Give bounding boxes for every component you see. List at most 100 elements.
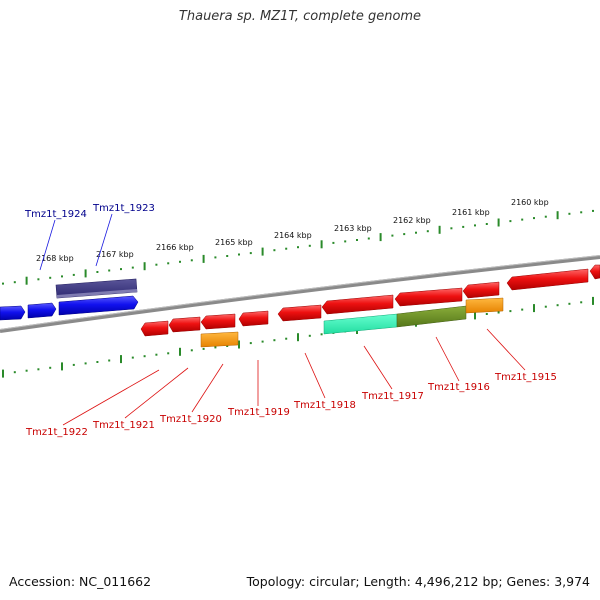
scale-bottom-dot (249, 342, 252, 345)
feature-block-1923-base (57, 289, 137, 298)
scale-tick-label: 2163 kbp (334, 224, 372, 233)
reverse-gene-track (140, 264, 600, 337)
scale-top-dot (131, 266, 134, 269)
genome-backbone-highlight (0, 255, 600, 330)
feature-block-olive-1916[interactable] (396, 305, 467, 328)
scale-top-major-tick (261, 247, 264, 256)
gene-label-1921[interactable]: Tmz1t_1921 (92, 420, 155, 431)
gene-arrow-reverse[interactable] (321, 294, 394, 315)
gene-arrow-reverse[interactable] (277, 304, 322, 322)
scale-top-dot (592, 209, 594, 212)
map-title: Thauera sp. MZ1T, complete genome (178, 9, 422, 24)
scale-bottom-dot (190, 349, 193, 352)
scale-tick-label: 2166 kbp (156, 243, 194, 252)
scale-top-dot (403, 233, 406, 236)
scale-top-dot (167, 262, 170, 265)
scale-top-dot (344, 240, 347, 243)
gene-arrow-reverse[interactable] (140, 320, 169, 337)
scale-top-dot (533, 217, 535, 220)
reverse-leader-lines (62, 328, 526, 426)
scale-tick-label: 2160 kbp (511, 198, 549, 207)
scale-bottom-dot (497, 311, 500, 314)
gene-label-1915[interactable]: Tmz1t_1915 (494, 372, 557, 383)
scale-top-major-tick (556, 211, 559, 220)
scale-top-dot (190, 259, 193, 262)
gene-arrow-reverse[interactable] (200, 313, 236, 330)
scale-tick-label: 2161 kbp (452, 208, 490, 217)
forward-feature-track (55, 278, 138, 299)
scale-top-dot (285, 247, 288, 250)
leader-line-1917 (363, 345, 393, 390)
scale-top-dot (426, 230, 429, 233)
scale-top-major-tick (497, 218, 500, 227)
scale-top-major-tick (438, 225, 441, 234)
feature-block-orange-1915[interactable] (465, 297, 504, 314)
gene-arrow-reverse[interactable] (168, 316, 201, 333)
gene-arrow-reverse[interactable] (462, 281, 500, 299)
scale-top-major-tick (202, 254, 205, 263)
leader-line-1921 (124, 367, 189, 419)
scale-tick-label: 2164 kbp (274, 231, 312, 240)
leader-line-1915 (486, 328, 526, 371)
scale-top-dot (580, 211, 583, 214)
reverse-feature-track (200, 297, 504, 348)
gene-arrow-forward[interactable] (0, 305, 26, 321)
scale-bottom-major-tick (297, 333, 299, 342)
scale-bottom-dot (84, 362, 87, 365)
gene-arrow-reverse[interactable] (506, 268, 589, 291)
leader-line-1924 (39, 219, 56, 271)
scale-bottom-dot (37, 368, 40, 371)
scale-bottom-major-tick (533, 304, 535, 313)
scale-bottom-dot (167, 352, 170, 355)
gene-label-1919[interactable]: Tmz1t_1919 (227, 407, 290, 418)
scale-tick-label: 2165 kbp (215, 238, 253, 247)
scale-tick-label: 2168 kbp (36, 254, 74, 263)
scale-top-dot (462, 225, 465, 228)
scale-bottom-dot (143, 355, 146, 358)
scale-top-dot (308, 244, 311, 247)
gene-label-1922[interactable]: Tmz1t_1922 (25, 427, 88, 438)
feature-block-orange-1920[interactable] (200, 331, 239, 348)
gene-label-1920[interactable]: Tmz1t_1920 (159, 414, 222, 425)
scale-bottom-dot (13, 371, 16, 374)
scale-tick-label: 2162 kbp (393, 216, 431, 225)
reverse-gene-labels: Tmz1t_1922 Tmz1t_1921 Tmz1t_1920 Tmz1t_1… (25, 372, 557, 438)
gene-label-1923[interactable]: Tmz1t_1923 (92, 203, 155, 214)
gene-label-1917[interactable]: Tmz1t_1917 (361, 391, 424, 402)
gene-arrow-reverse[interactable] (238, 310, 269, 327)
gene-label-1918[interactable]: Tmz1t_1918 (293, 400, 356, 411)
scale-bottom-major-tick (61, 362, 63, 371)
forward-gene-track (0, 295, 139, 321)
leader-line-1923 (95, 213, 113, 267)
scale-top-dot (509, 220, 512, 223)
scale-top-dot (96, 271, 99, 273)
scale-top-dot (273, 249, 276, 252)
scale-top-dot (249, 252, 252, 255)
scale-bottom-dot (544, 305, 547, 308)
scale-bottom-dot (580, 301, 583, 304)
scale-bottom-dot (49, 366, 52, 369)
gene-arrow-reverse[interactable] (589, 264, 600, 280)
scale-top-dot (544, 215, 547, 218)
scale-bottom-dot (509, 310, 512, 313)
scale-top-dot (108, 269, 111, 272)
scale-bottom-dot (273, 339, 276, 342)
scale-top-dot (226, 255, 229, 257)
gene-arrow-forward[interactable] (27, 302, 57, 319)
scale-tick-labels: 2168 kbp 2167 kbp 2166 kbp 2165 kbp 2164… (36, 198, 549, 263)
gene-label-1924[interactable]: Tmz1t_1924 (24, 209, 87, 220)
scale-bottom-dot (521, 308, 524, 311)
gene-label-1916[interactable]: Tmz1t_1916 (427, 382, 490, 393)
scale-top-dot (238, 253, 240, 256)
gene-arrow-reverse[interactable] (394, 287, 463, 307)
scale-bottom-dot (261, 340, 264, 343)
scale-bottom-dot (214, 346, 217, 349)
scale-bottom-dot (72, 363, 75, 366)
feature-block-teal-1917[interactable] (323, 313, 398, 335)
scale-top-major-tick (25, 276, 28, 285)
scale-bottom-dot (96, 361, 99, 363)
scale-top-dot (120, 268, 122, 271)
scale-bottom-dot (108, 359, 111, 362)
scale-top-dot (49, 276, 52, 279)
gene-arrow-forward-1923[interactable] (58, 295, 139, 316)
